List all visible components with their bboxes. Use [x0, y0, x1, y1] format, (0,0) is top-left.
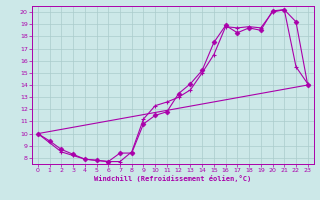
X-axis label: Windchill (Refroidissement éolien,°C): Windchill (Refroidissement éolien,°C) [94, 175, 252, 182]
